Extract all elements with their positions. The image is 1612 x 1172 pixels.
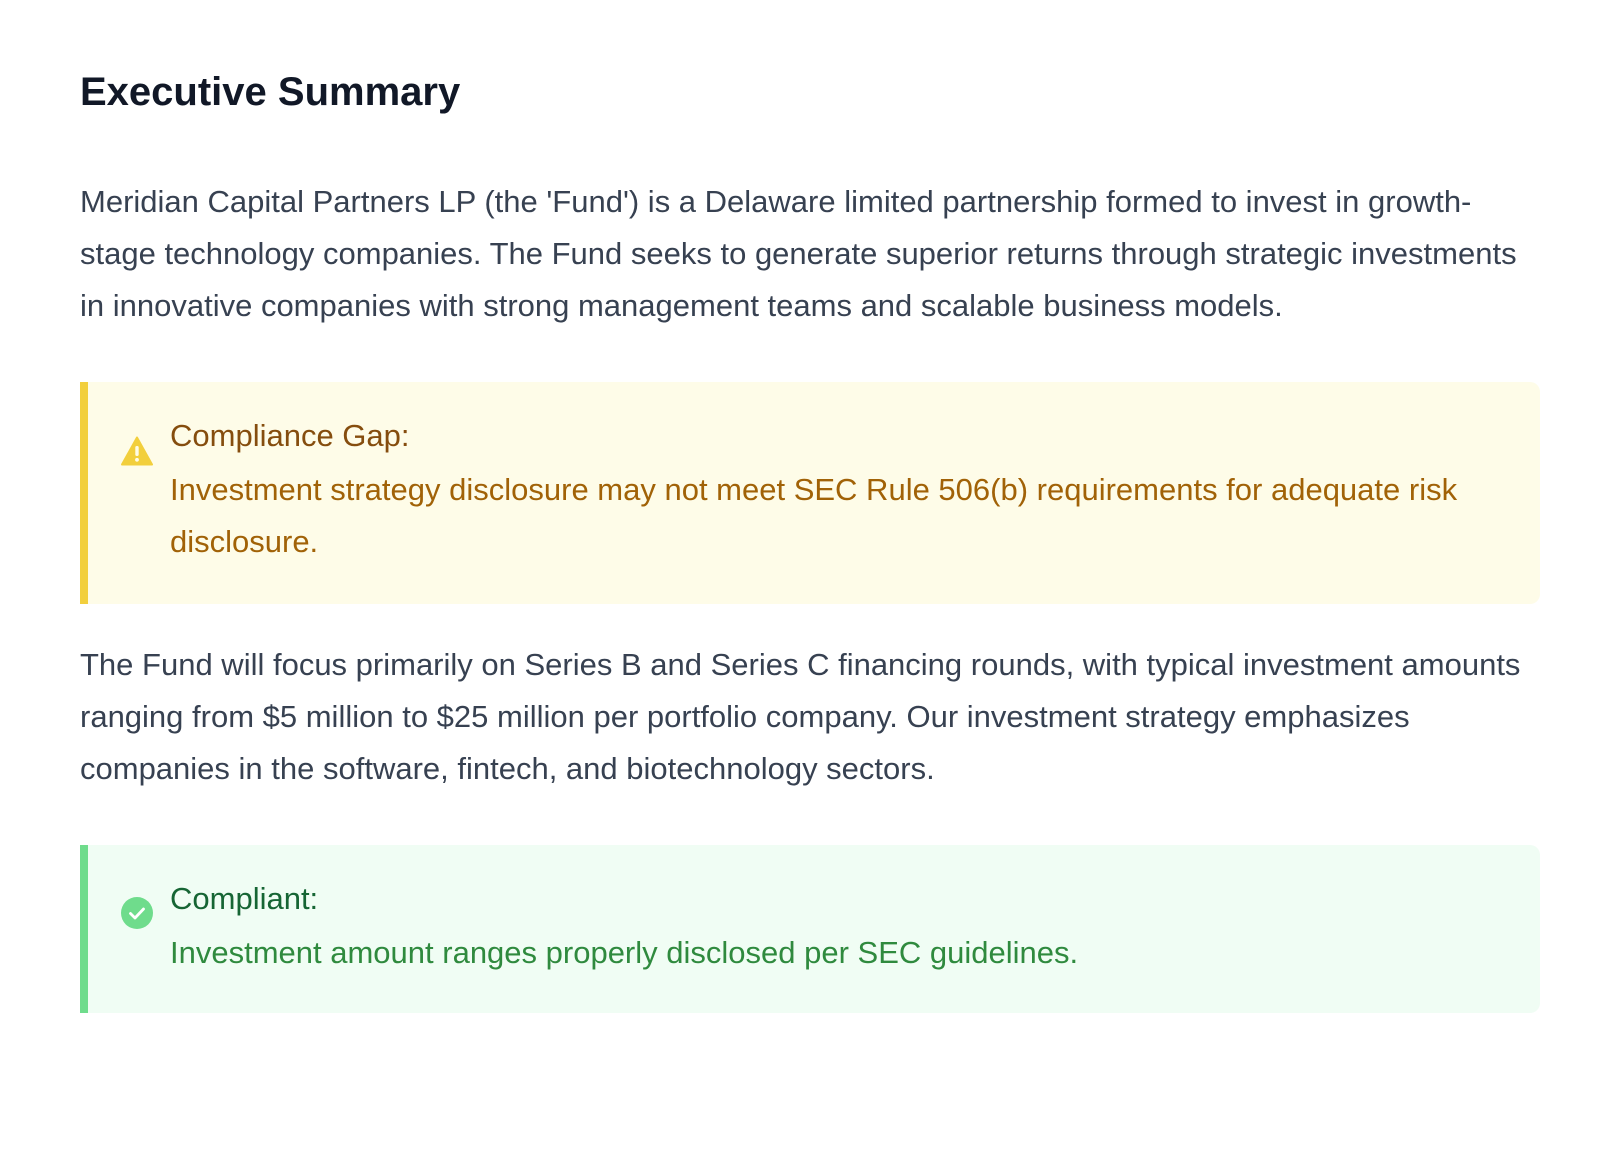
section-title: Executive Summary [80, 70, 461, 114]
warning-triangle-icon [121, 436, 153, 466]
callout-accent-bar [80, 845, 88, 1013]
callout-text: Investment amount ranges properly disclo… [170, 935, 1079, 970]
callout-title: Compliant: [170, 881, 319, 916]
summary-paragraph: Meridian Capital Partners LP (the 'Fund'… [80, 184, 1517, 323]
callout-accent-bar [80, 382, 88, 604]
document-page: Executive Summary Meridian Capital Partn… [80, 70, 1540, 1013]
compliance-gap-callout: Compliance Gap: Investment strategy disc… [80, 382, 1540, 604]
callout-title: Compliance Gap: [170, 418, 410, 453]
strategy-paragraph: The Fund will focus primarily on Series … [80, 647, 1521, 786]
compliant-callout: Compliant: Investment amount ranges prop… [80, 845, 1540, 1013]
check-circle-icon [121, 897, 153, 929]
callout-text: Investment strategy disclosure may not m… [170, 472, 1458, 559]
